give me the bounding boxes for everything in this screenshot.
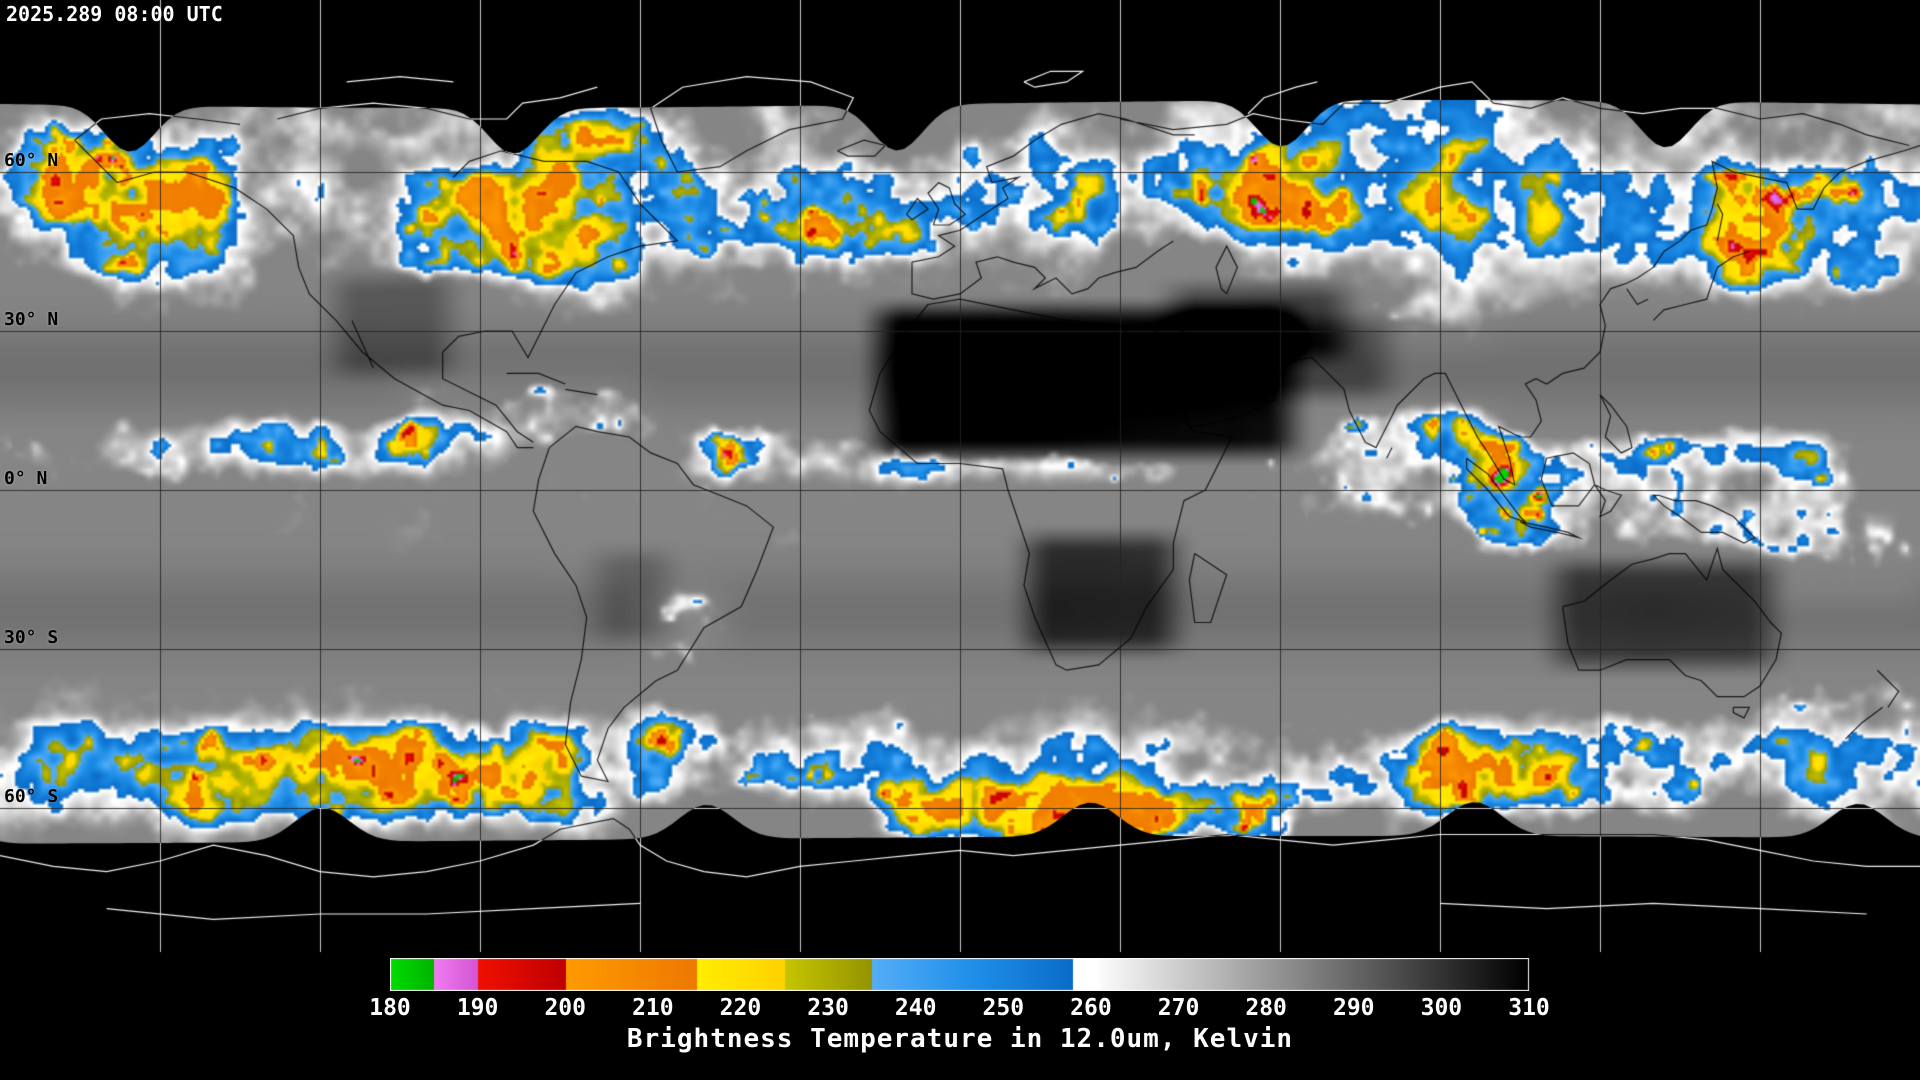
colorbar-tick-240: 240 <box>894 995 937 1021</box>
lat-label-0N: 0° N <box>4 468 48 489</box>
colorbar-tick-300: 300 <box>1420 995 1463 1021</box>
colorbar-tick-310: 310 <box>1508 995 1550 1021</box>
colorbar-tick-200: 200 <box>544 995 586 1021</box>
colorbar-tick-260: 260 <box>1070 995 1112 1021</box>
timestamp-label: 2025.289 08:00 UTC <box>6 2 223 26</box>
colorbar-caption: Brightness Temperature in 12.0um, Kelvin <box>626 1024 1294 1054</box>
colorbar-tick-290: 290 <box>1332 995 1375 1021</box>
lat-label-60N: 60° N <box>4 150 59 171</box>
colorbar-tick-190: 190 <box>456 995 499 1021</box>
lat-label-30N: 30° N <box>4 309 59 330</box>
colorbar-tick-280: 280 <box>1245 995 1287 1021</box>
colorbar <box>390 958 1530 991</box>
colorbar-tick-230: 230 <box>807 995 849 1021</box>
lat-label-60S: 60° S <box>4 786 59 807</box>
lat-label-30S: 30° S <box>4 627 59 648</box>
colorbar-tick-210: 210 <box>632 995 674 1021</box>
colorbar-tick-220: 220 <box>719 995 762 1021</box>
colorbar-tick-270: 270 <box>1157 995 1200 1021</box>
colorbar-tick-180: 180 <box>369 995 411 1021</box>
colorbar-tick-250: 250 <box>982 995 1025 1021</box>
